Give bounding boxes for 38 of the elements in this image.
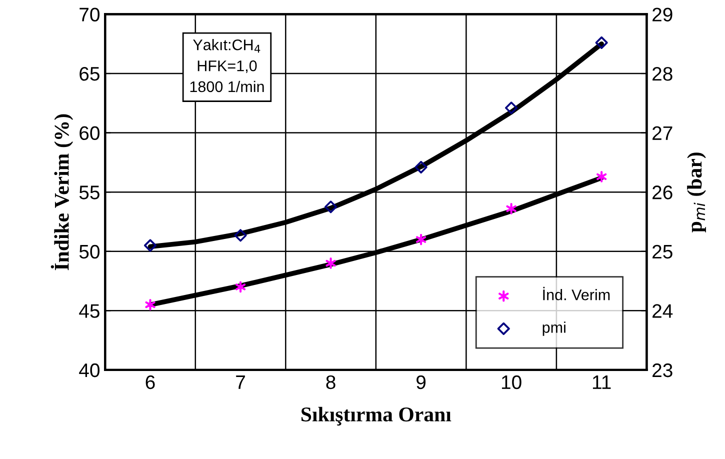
y-tick-label: 60 bbox=[80, 126, 100, 140]
y2-tick-label: 24 bbox=[652, 304, 673, 318]
point bbox=[235, 281, 246, 293]
legend-label: İnd. Verim bbox=[543, 286, 610, 300]
y-tick-label: 55 bbox=[79, 186, 100, 200]
x-tick-label: 7 bbox=[236, 376, 245, 389]
legend-label: pmi bbox=[542, 322, 566, 336]
point bbox=[506, 202, 516, 214]
x-tick-label: 11 bbox=[592, 376, 611, 389]
point bbox=[505, 102, 518, 114]
point bbox=[324, 200, 338, 214]
y-tick-label: 65 bbox=[80, 66, 100, 81]
x-tick-label: 10 bbox=[502, 375, 522, 390]
annotation: Yakıt:CH$_{4}$ HFK=1,0 1800 1/min bbox=[190, 39, 264, 92]
point bbox=[414, 160, 428, 174]
y2-tick-label: 23 bbox=[652, 363, 672, 378]
y2-tick-label: 27 bbox=[652, 126, 672, 140]
x-tick-label: 8 bbox=[326, 375, 336, 390]
y2-axis-title: p$_{mi}$ (bar) bbox=[687, 152, 706, 232]
point bbox=[145, 299, 156, 310]
y-tick-label: 40 bbox=[79, 363, 100, 378]
y-tick-label: 45 bbox=[79, 304, 100, 318]
y-tick-label: 70 bbox=[80, 8, 100, 22]
y-axis-title: İndike Verim (%) bbox=[50, 114, 74, 270]
point bbox=[326, 258, 336, 269]
x-tick-label: 6 bbox=[146, 375, 155, 390]
y2-tick-label: 28 bbox=[652, 66, 672, 81]
x-tick-label: 9 bbox=[416, 375, 426, 390]
point bbox=[596, 170, 607, 182]
point bbox=[234, 229, 247, 242]
y2-tick-label: 26 bbox=[652, 186, 672, 200]
point bbox=[595, 36, 608, 49]
y-tick-label: 50 bbox=[79, 244, 100, 259]
y2-tick-label: 29 bbox=[652, 8, 672, 22]
x-axis-title: Sıkıştırma Oranı bbox=[302, 406, 452, 426]
point bbox=[416, 234, 426, 246]
y2-tick-label: 25 bbox=[652, 244, 672, 259]
point bbox=[144, 239, 157, 252]
